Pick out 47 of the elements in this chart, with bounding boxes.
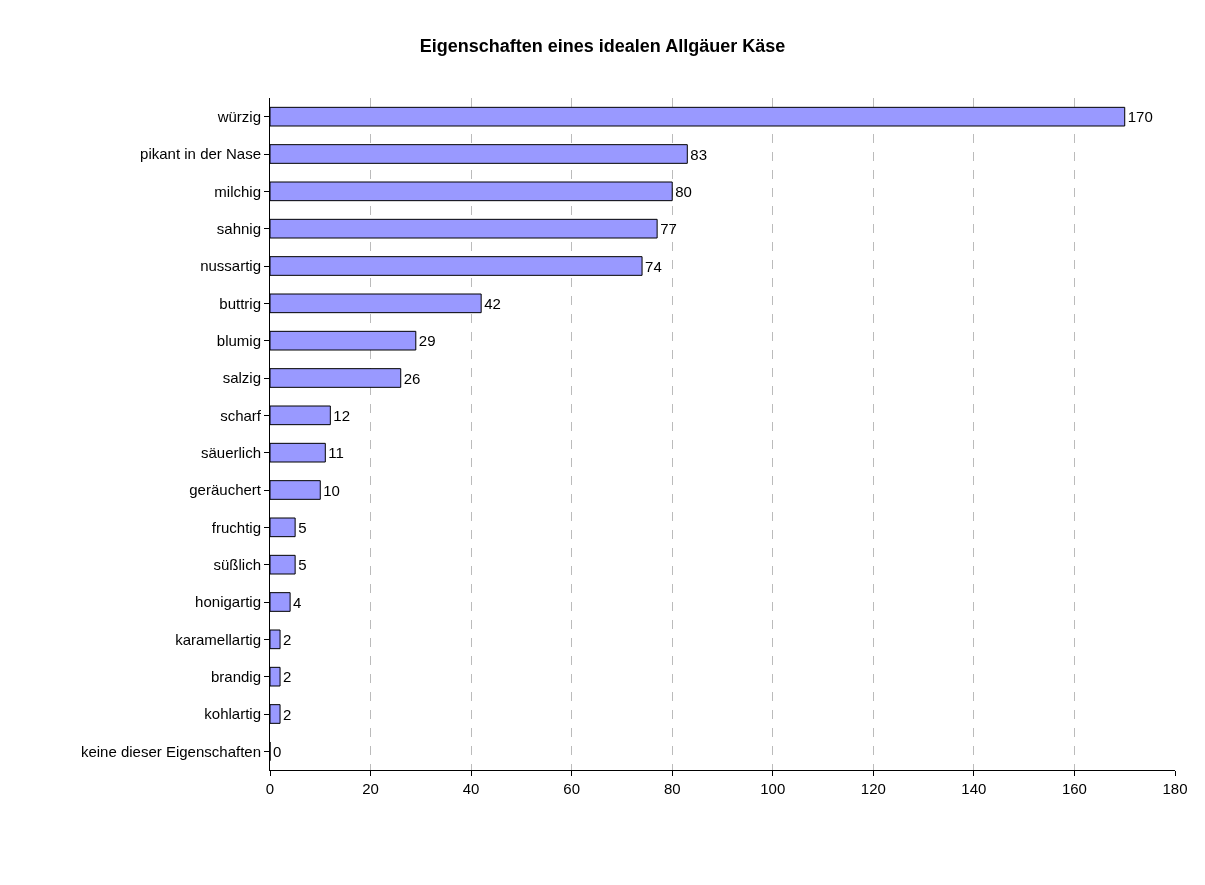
y-tick-label: kohlartig xyxy=(204,705,261,723)
y-tick-label: würzig xyxy=(216,107,261,125)
y-tick-label: nussartig xyxy=(200,257,261,275)
chart-title: Eigenschaften eines idealen Allgäuer Käse xyxy=(419,36,786,57)
data-label: 4 xyxy=(293,593,302,611)
x-tick-label: 140 xyxy=(961,780,987,797)
data-label: 2 xyxy=(283,630,292,648)
y-tick-label: karamellartig xyxy=(175,630,261,648)
y-tick-label: sahnig xyxy=(216,219,261,237)
x-tick-label: 180 xyxy=(1162,780,1188,797)
y-tick-label: milchig xyxy=(214,182,261,200)
data-label: 26 xyxy=(403,369,421,387)
data-label: 10 xyxy=(323,481,340,499)
x-tick-label: 20 xyxy=(362,780,379,797)
data-label: 11 xyxy=(328,444,344,462)
x-tick-label: 160 xyxy=(1061,780,1087,797)
y-tick-label: süßlich xyxy=(213,555,261,573)
y-tick-label: honigartig xyxy=(195,593,261,611)
y-tick-label: brandig xyxy=(210,667,261,685)
data-label: 2 xyxy=(283,668,292,686)
data-label: 77 xyxy=(660,220,677,238)
data-label: 74 xyxy=(645,257,662,275)
y-tick-label: blumig xyxy=(216,331,261,349)
data-label: 83 xyxy=(690,145,707,163)
y-tick-label: geräuchert xyxy=(189,481,262,499)
y-tick-label: säuerlich xyxy=(200,443,261,461)
data-label: 12 xyxy=(333,406,351,424)
x-tick-label: 100 xyxy=(760,780,786,797)
y-tick-label: fruchtig xyxy=(211,518,261,536)
data-label: 80 xyxy=(675,182,692,200)
data-label: 2 xyxy=(283,705,292,723)
x-tick-label: 80 xyxy=(663,780,681,797)
y-tick-label: buttrig xyxy=(219,294,261,312)
y-tick-label: pikant in der Nase xyxy=(140,145,261,163)
data-label: 5 xyxy=(298,556,307,574)
x-tick-label: 0 xyxy=(265,780,275,797)
x-tick-label: 120 xyxy=(860,780,886,797)
data-label: 5 xyxy=(298,518,307,536)
x-tick-label: 60 xyxy=(563,780,581,797)
y-tick-label: salzig xyxy=(222,369,261,387)
data-label: 170 xyxy=(1127,108,1153,126)
y-tick-label: keine dieser Eigenschaften xyxy=(80,742,261,760)
x-tick-label: 40 xyxy=(462,780,480,797)
data-label: 0 xyxy=(273,742,282,760)
data-label: 42 xyxy=(484,294,501,312)
y-tick-label: scharf xyxy=(220,406,262,424)
data-label: 29 xyxy=(418,332,436,350)
